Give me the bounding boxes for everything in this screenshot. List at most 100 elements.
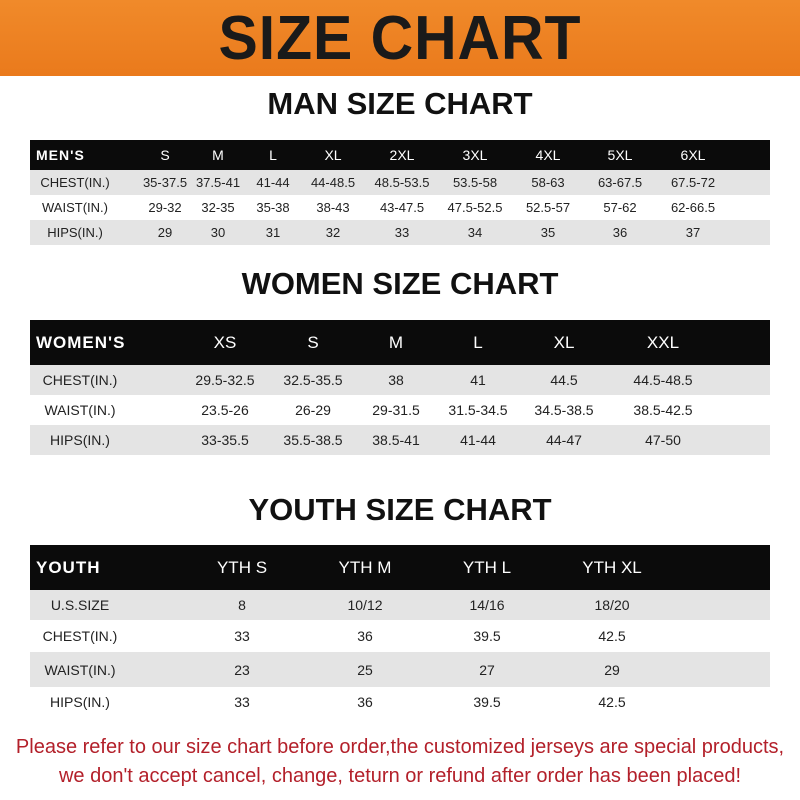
table-title: YOUTH bbox=[36, 557, 101, 577]
table-cell: 36 bbox=[357, 628, 373, 644]
size-header: S bbox=[160, 147, 170, 163]
table-cell: 39.5 bbox=[473, 628, 501, 644]
size-header: YTH M bbox=[338, 557, 392, 577]
banner: SIZE CHART bbox=[0, 0, 800, 76]
table-cell: 35.5-38.5 bbox=[283, 432, 343, 448]
table-cell: 44-48.5 bbox=[310, 175, 356, 190]
row-label: CHEST(IN.) bbox=[40, 175, 110, 190]
table-cell: 29-32 bbox=[148, 200, 182, 215]
table-header-row: MEN'S S M L XL 2XL 3XL 4XL 5XL 6XL bbox=[30, 140, 770, 170]
table-cell: 38-43 bbox=[316, 200, 350, 215]
table-header-row: YOUTH YTH S YTH M YTH L YTH XL bbox=[30, 545, 770, 590]
row-label: HIPS(IN.) bbox=[50, 694, 110, 710]
table-cell: 8 bbox=[238, 597, 246, 613]
table-cell: 39.5 bbox=[473, 694, 501, 710]
table-cell: 31 bbox=[265, 225, 281, 240]
table-cell: 29.5-32.5 bbox=[195, 372, 255, 388]
table-cell: 30 bbox=[210, 225, 226, 240]
table-cell: 36 bbox=[357, 694, 373, 710]
table-cell: 35-38 bbox=[256, 200, 290, 215]
table-cell: 26-29 bbox=[295, 402, 331, 418]
table-title: WOMEN'S bbox=[36, 332, 126, 352]
table-cell: 52.5-57 bbox=[525, 200, 571, 215]
row-label: CHEST(IN.) bbox=[42, 628, 118, 644]
table-row: U.S.SIZE 8 10/12 14/16 18/20 bbox=[30, 590, 770, 620]
table-cell: 36 bbox=[612, 225, 628, 240]
notice-line-2: we don't accept cancel, change, teturn o… bbox=[58, 765, 742, 787]
women-title: WOMEN SIZE CHART bbox=[241, 266, 559, 301]
row-label: U.S.SIZE bbox=[50, 597, 110, 613]
size-header: YTH S bbox=[216, 557, 268, 577]
size-header: 5XL bbox=[607, 147, 633, 163]
row-label: CHEST(IN.) bbox=[42, 372, 118, 388]
men-title: MAN SIZE CHART bbox=[267, 86, 533, 121]
table-cell: 33 bbox=[234, 694, 250, 710]
table-cell: 38 bbox=[388, 372, 404, 388]
size-header: L bbox=[473, 332, 483, 352]
table-cell: 29 bbox=[157, 225, 173, 240]
row-label: WAIST(IN.) bbox=[44, 661, 116, 678]
table-cell: 31.5-34.5 bbox=[448, 402, 508, 418]
table-cell: 47.5-52.5 bbox=[447, 200, 503, 215]
size-header: L bbox=[269, 147, 277, 163]
size-header: M bbox=[388, 332, 404, 352]
row-label: WAIST(IN.) bbox=[44, 402, 116, 418]
table-cell: 14/16 bbox=[469, 597, 505, 613]
table-cell: 42.5 bbox=[598, 694, 626, 710]
table-cell: 33-35.5 bbox=[201, 432, 249, 448]
table-cell: 62-66.5 bbox=[670, 200, 716, 215]
table-cell: 33 bbox=[394, 225, 410, 240]
size-header: 3XL bbox=[462, 147, 488, 163]
table-row: HIPS(IN.) 33-35.5 35.5-38.5 38.5-41 41-44 44-… bbox=[30, 425, 770, 455]
size-header: 2XL bbox=[389, 147, 415, 163]
size-header: XL bbox=[553, 332, 575, 352]
table-cell: 29 bbox=[604, 661, 620, 678]
table-cell: 43-47.5 bbox=[379, 200, 425, 215]
row-label: HIPS(IN.) bbox=[47, 225, 103, 240]
size-header: S bbox=[307, 332, 319, 352]
table-cell: 34.5-38.5 bbox=[534, 402, 594, 418]
table-cell: 25 bbox=[357, 661, 373, 678]
table-cell: 23.5-26 bbox=[201, 402, 249, 418]
table-cell: 37 bbox=[685, 225, 701, 240]
table-header-row: WOMEN'S XS S M L XL XXL bbox=[30, 320, 770, 365]
table-cell: 42.5 bbox=[598, 628, 626, 644]
main-title: SIZE CHART bbox=[218, 3, 582, 73]
table-row: WAIST(IN.) 29-32 32-35 35-38 38-43 43-47.5 47.… bbox=[30, 195, 770, 220]
table-cell: 10/12 bbox=[347, 597, 383, 613]
table-cell: 53.5-58 bbox=[452, 175, 498, 190]
table-row: HIPS(IN.) 33 36 39.5 42.5 bbox=[30, 687, 770, 717]
table-cell: 44-47 bbox=[546, 432, 582, 448]
youth-title: YOUTH SIZE CHART bbox=[248, 492, 552, 527]
row-label: HIPS(IN.) bbox=[50, 432, 110, 448]
size-header: YTH XL bbox=[582, 557, 642, 577]
size-header: 4XL bbox=[535, 147, 561, 163]
table-cell: 32.5-35.5 bbox=[283, 372, 343, 388]
table-cell: 18/20 bbox=[594, 597, 630, 613]
size-header: YTH L bbox=[462, 557, 512, 577]
table-cell: 37.5-41 bbox=[195, 175, 241, 190]
table-cell: 29-31.5 bbox=[372, 402, 420, 418]
table-cell: 44.5-48.5 bbox=[633, 372, 693, 388]
table-cell: 57-62 bbox=[603, 200, 637, 215]
table-row: CHEST(IN.) 33 36 39.5 42.5 bbox=[30, 620, 770, 652]
table-cell: 48.5-53.5 bbox=[374, 175, 430, 190]
size-header: M bbox=[212, 147, 224, 163]
table-cell: 41-44 bbox=[460, 432, 496, 448]
table-row: WAIST(IN.) 23.5-26 26-29 29-31.5 31.5-34.5 34… bbox=[30, 395, 770, 425]
table-cell: 47-50 bbox=[645, 432, 681, 448]
table-title: MEN'S bbox=[36, 147, 85, 163]
size-header: XL bbox=[324, 147, 342, 163]
table-cell: 41 bbox=[470, 372, 486, 388]
table-cell: 38.5-42.5 bbox=[633, 402, 693, 418]
table-cell: 41-44 bbox=[256, 175, 290, 190]
table-cell: 35-37.5 bbox=[142, 175, 188, 190]
table-cell: 32 bbox=[325, 225, 341, 240]
notice-line-1: Please refer to our size chart before or… bbox=[15, 736, 785, 758]
table-cell: 34 bbox=[467, 225, 483, 240]
table-row: HIPS(IN.) 29 30 31 32 33 34 35 36 37 bbox=[30, 220, 770, 245]
table-cell: 32-35 bbox=[201, 200, 235, 215]
table-row: WAIST(IN.) 23 25 27 29 bbox=[30, 652, 770, 687]
row-label: WAIST(IN.) bbox=[42, 200, 108, 215]
table-row: CHEST(IN.) 35-37.5 37.5-41 41-44 44-48.5 48.5… bbox=[30, 170, 770, 195]
